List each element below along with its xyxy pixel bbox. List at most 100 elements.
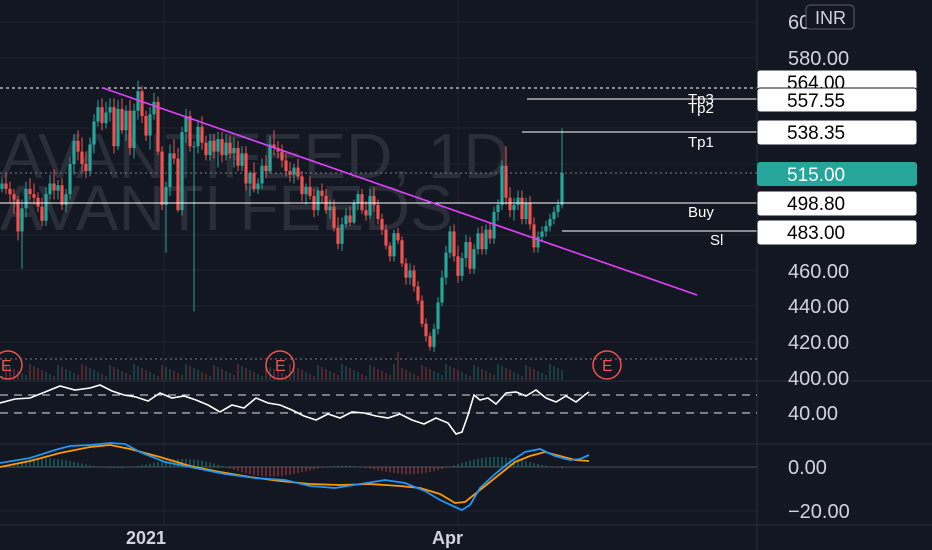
macd-histogram-bar bbox=[89, 465, 91, 467]
candle-body bbox=[360, 194, 364, 211]
macd-histogram-bar bbox=[409, 467, 411, 475]
candle-body bbox=[448, 231, 452, 253]
volume-bar bbox=[197, 370, 199, 380]
candle-body bbox=[544, 226, 548, 232]
macd-histogram-bar bbox=[233, 467, 235, 470]
macd-histogram-bar bbox=[301, 467, 303, 473]
macd-histogram-bar bbox=[137, 465, 139, 467]
price-tag-498-text: 498.80 bbox=[787, 194, 845, 215]
volume-bar bbox=[125, 373, 127, 380]
volume-bar bbox=[397, 352, 399, 380]
candle-body bbox=[352, 203, 356, 223]
candle-body bbox=[488, 229, 492, 239]
macd-histogram-bar bbox=[265, 467, 267, 477]
rsi-tick-40: 40.00 bbox=[788, 403, 838, 425]
price-tags: 564.00 557.55 538.35 515.00 498.80 483.0… bbox=[756, 69, 918, 246]
volume-bar bbox=[561, 370, 563, 380]
macd-histogram-bar bbox=[421, 467, 423, 474]
volume-bar bbox=[453, 368, 455, 380]
macd-histogram-bar bbox=[33, 458, 35, 467]
macd-histogram-bar bbox=[185, 458, 187, 467]
volume-bar bbox=[533, 369, 535, 380]
candle-body bbox=[140, 91, 144, 117]
candle-body bbox=[12, 194, 16, 200]
volume-bar bbox=[393, 364, 395, 380]
earnings-marker-1[interactable]: E bbox=[0, 350, 23, 380]
volume-bar bbox=[341, 364, 343, 380]
volume-bar bbox=[409, 372, 411, 380]
macd-histogram-bar bbox=[369, 467, 371, 469]
currency-badge[interactable]: INR bbox=[805, 4, 855, 30]
time-label-apr: Apr bbox=[432, 528, 463, 548]
macd-histogram-bar bbox=[537, 464, 539, 467]
candle-body bbox=[40, 206, 44, 221]
volume-bar bbox=[157, 376, 159, 380]
volume-bar bbox=[85, 366, 87, 380]
price-tag-515[interactable]: 515.00 bbox=[757, 162, 917, 186]
volume-bar bbox=[65, 369, 67, 380]
volume-bar bbox=[265, 365, 267, 380]
volume-bar bbox=[437, 373, 439, 380]
volume-bar bbox=[161, 365, 163, 380]
volume-bar bbox=[361, 374, 363, 380]
macd-histogram-bar bbox=[277, 467, 279, 477]
candle-body bbox=[112, 107, 116, 147]
price-tick-420: 420.00 bbox=[788, 332, 849, 354]
candle-body bbox=[148, 114, 152, 136]
price-tag-498[interactable]: 498.80 bbox=[756, 190, 918, 217]
candle-body bbox=[420, 300, 424, 324]
earnings-marker-3[interactable]: E bbox=[592, 350, 622, 380]
price-tag-538[interactable]: 538.35 bbox=[756, 119, 918, 146]
macd-histogram-bar bbox=[81, 463, 83, 467]
macd-histogram-bar bbox=[365, 467, 367, 468]
macd-histogram-bar bbox=[529, 462, 531, 467]
volume-bar bbox=[433, 371, 435, 380]
volume-bar bbox=[57, 365, 59, 380]
candle-body bbox=[44, 194, 48, 221]
label-buy: Buy bbox=[688, 204, 714, 221]
candle-body bbox=[356, 194, 360, 204]
volume-bar bbox=[241, 366, 243, 380]
candle-body bbox=[376, 204, 380, 220]
macd-histogram-bar bbox=[65, 460, 67, 467]
candle-body bbox=[252, 172, 256, 189]
candle-body bbox=[132, 110, 136, 149]
candle-body bbox=[384, 229, 388, 246]
candle-body bbox=[416, 286, 420, 301]
volume-bar bbox=[297, 368, 299, 380]
earnings-label-3: E bbox=[602, 358, 613, 375]
label-tp2: Tp2 bbox=[688, 100, 714, 117]
candle-body bbox=[172, 153, 176, 159]
candle-body bbox=[116, 108, 120, 147]
macd-histogram-bar bbox=[485, 457, 487, 467]
price-tag-483[interactable]: 483.00 bbox=[756, 219, 918, 246]
candle-body bbox=[392, 233, 396, 257]
volume-bar bbox=[477, 367, 479, 380]
macd-histogram-bar bbox=[477, 458, 479, 467]
volume-bar bbox=[449, 366, 451, 380]
volume-bar bbox=[469, 376, 471, 380]
volume-bar bbox=[257, 374, 259, 380]
macd-histogram-bar bbox=[465, 461, 467, 467]
candle-body bbox=[48, 183, 52, 195]
candle-body bbox=[540, 231, 544, 237]
volume-bar bbox=[213, 365, 215, 380]
candle-body bbox=[372, 195, 376, 205]
volume-bar bbox=[457, 370, 459, 380]
macd-histogram-bar bbox=[349, 465, 351, 467]
volume-bar bbox=[177, 373, 179, 380]
volume-bar bbox=[225, 371, 227, 380]
price-tag-557[interactable]: 557.55 bbox=[756, 87, 918, 113]
candle-body bbox=[32, 194, 36, 198]
candle-body bbox=[316, 190, 320, 211]
volume-bar bbox=[269, 367, 271, 380]
earnings-marker-2[interactable]: E bbox=[265, 350, 295, 380]
macd-histogram-bar bbox=[381, 467, 383, 471]
volume-bar bbox=[357, 372, 359, 380]
trend-line[interactable] bbox=[102, 87, 698, 296]
price-axis[interactable]: 600.00 580.00 460.00 440.00 420.00 400.0… bbox=[788, 12, 850, 523]
macd-histogram-bar bbox=[497, 456, 499, 467]
macd-histogram-bar bbox=[501, 457, 503, 467]
time-axis[interactable]: 2021 Apr bbox=[126, 528, 463, 548]
